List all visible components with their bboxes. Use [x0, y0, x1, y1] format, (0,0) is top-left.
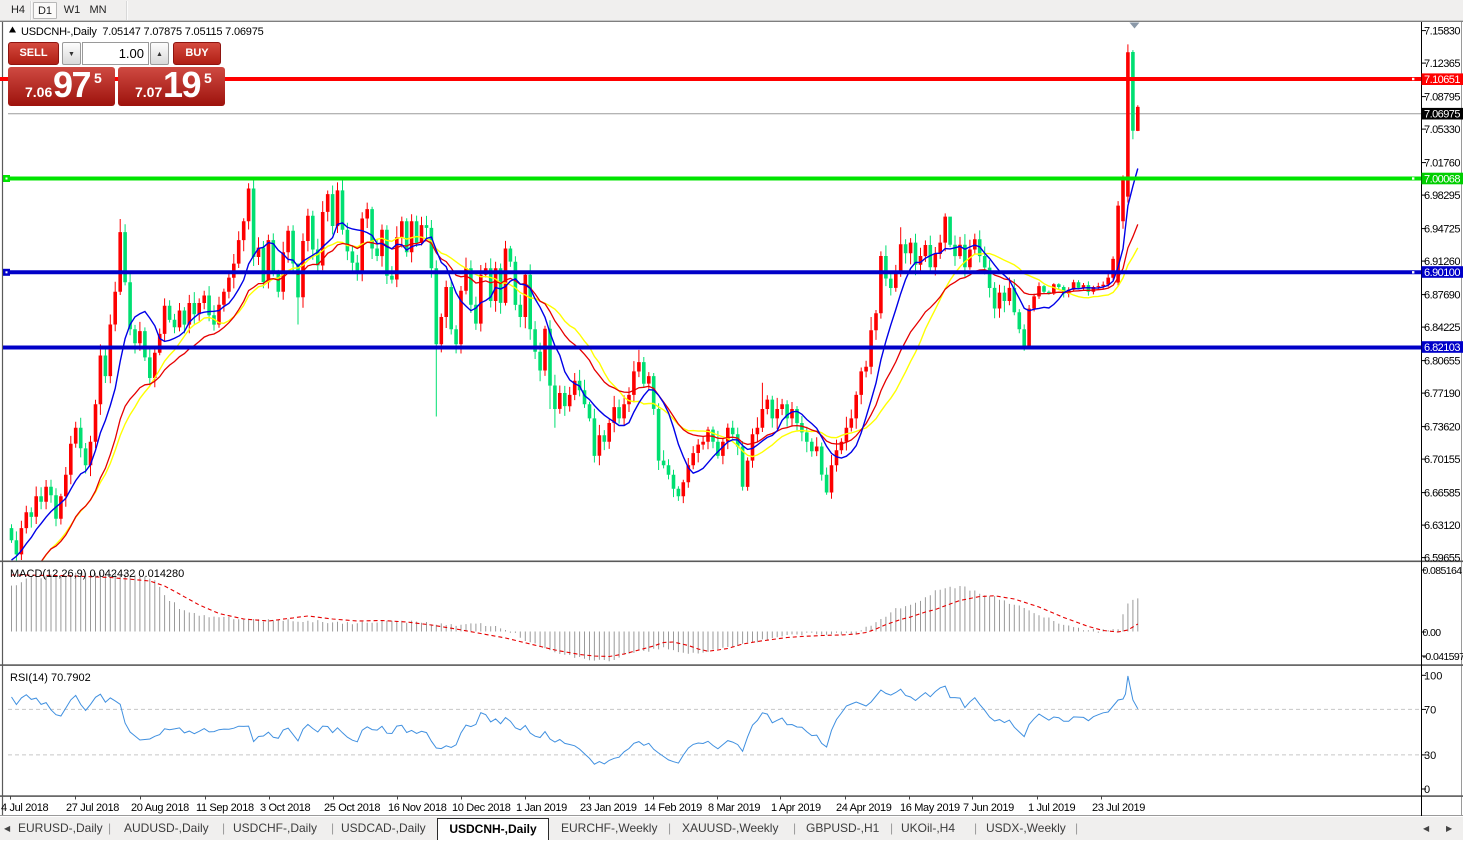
svg-text:0.085164: 0.085164	[1423, 565, 1463, 577]
svg-text:16 Nov 2018: 16 Nov 2018	[388, 802, 447, 814]
svg-text:4 Jul 2018: 4 Jul 2018	[1, 802, 48, 814]
svg-text:6.94725: 6.94725	[1424, 224, 1460, 236]
svg-text:7.15830: 7.15830	[1424, 26, 1460, 38]
svg-text:24 Apr 2019: 24 Apr 2019	[836, 802, 892, 814]
svg-text:23 Jul 2019: 23 Jul 2019	[1092, 802, 1145, 814]
svg-text:10 Dec 2018: 10 Dec 2018	[452, 802, 511, 814]
svg-text:6.63120: 6.63120	[1424, 520, 1460, 532]
svg-text:25 Oct 2018: 25 Oct 2018	[324, 802, 380, 814]
svg-text:6.98295: 6.98295	[1424, 190, 1460, 202]
svg-text:7 Jun 2019: 7 Jun 2019	[963, 802, 1014, 814]
svg-text:7.08795: 7.08795	[1424, 92, 1460, 104]
svg-text:7.05330: 7.05330	[1424, 124, 1460, 136]
svg-text:MACD(12,26,9) 0.042432 0.01428: MACD(12,26,9) 0.042432 0.014280	[10, 568, 184, 580]
svg-text:1 Apr 2019: 1 Apr 2019	[771, 802, 821, 814]
svg-text:6.59655: 6.59655	[1424, 553, 1460, 565]
svg-text:11 Sep 2018: 11 Sep 2018	[196, 802, 254, 814]
svg-text:6.84225: 6.84225	[1424, 322, 1460, 334]
svg-text:8 Mar 2019: 8 Mar 2019	[708, 802, 760, 814]
svg-text:6.66585: 6.66585	[1424, 488, 1460, 500]
svg-text:7.12365: 7.12365	[1424, 58, 1460, 70]
svg-text:20 Aug 2018: 20 Aug 2018	[131, 802, 189, 814]
svg-text:USDCNH-,Daily 7.05147 7.07875: USDCNH-,Daily 7.05147 7.07875 7.05115 7.…	[21, 26, 264, 38]
svg-text:6.70155: 6.70155	[1424, 454, 1460, 466]
svg-text:16 May 2019: 16 May 2019	[900, 802, 960, 814]
svg-text:14 Feb 2019: 14 Feb 2019	[644, 802, 702, 814]
svg-text:6.80655: 6.80655	[1424, 356, 1460, 368]
svg-text:7.01760: 7.01760	[1424, 158, 1460, 170]
svg-text:1 Jan 2019: 1 Jan 2019	[516, 802, 567, 814]
svg-text:7.00068: 7.00068	[1424, 174, 1460, 186]
svg-text:6.73620: 6.73620	[1424, 422, 1460, 434]
svg-text:100: 100	[1424, 670, 1442, 682]
svg-text:6.90100: 6.90100	[1424, 267, 1460, 279]
svg-text:70: 70	[1424, 704, 1436, 716]
svg-text:0.00: 0.00	[1423, 627, 1442, 639]
svg-text:6.82103: 6.82103	[1424, 342, 1460, 354]
svg-text:27 Jul 2018: 27 Jul 2018	[66, 802, 119, 814]
svg-text:6.77190: 6.77190	[1424, 388, 1460, 400]
svg-text:3 Oct 2018: 3 Oct 2018	[260, 802, 311, 814]
svg-text:0: 0	[1424, 784, 1430, 796]
svg-text:6.87690: 6.87690	[1424, 290, 1460, 302]
svg-text:-0.041597: -0.041597	[1423, 651, 1463, 663]
svg-text:RSI(14) 70.7902: RSI(14) 70.7902	[10, 672, 91, 684]
svg-text:1 Jul 2019: 1 Jul 2019	[1028, 802, 1075, 814]
svg-text:30: 30	[1424, 750, 1436, 762]
svg-text:7.06975: 7.06975	[1424, 109, 1460, 121]
svg-text:23 Jan 2019: 23 Jan 2019	[580, 802, 637, 814]
svg-text:7.10651: 7.10651	[1424, 74, 1460, 86]
